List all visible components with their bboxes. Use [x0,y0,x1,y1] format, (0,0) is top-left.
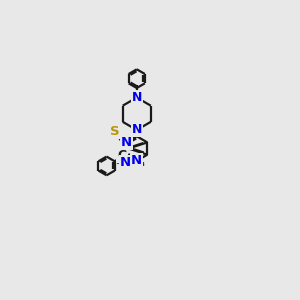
Text: N: N [120,157,131,169]
Text: N: N [132,91,142,104]
Text: N: N [121,136,132,149]
Text: N: N [131,154,142,167]
Text: S: S [110,125,119,138]
Text: N: N [132,124,142,136]
Text: C: C [117,149,127,162]
Text: CH₃: CH₃ [124,158,145,168]
